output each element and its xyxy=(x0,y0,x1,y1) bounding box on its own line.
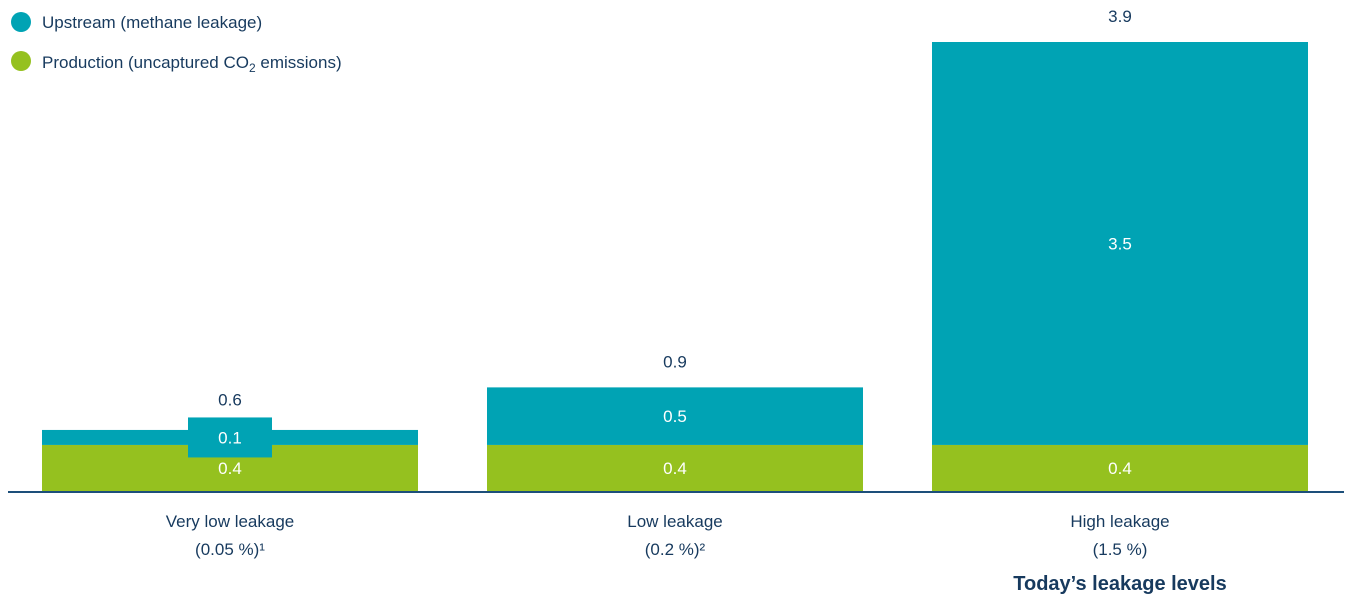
label-upstream-2: 3.5 xyxy=(1108,234,1132,253)
bars xyxy=(42,42,1308,491)
total-label-2: 3.9 xyxy=(1108,7,1132,26)
label-production-1: 0.4 xyxy=(663,459,687,478)
bar-upstream-2 xyxy=(932,42,1308,445)
label-production-2: 0.4 xyxy=(1108,459,1132,478)
total-label-1: 0.9 xyxy=(663,352,687,371)
labels: 0.4 0.1 0.6 Very low leakage (0.05 %)¹ 0.4 0.5… xyxy=(166,7,1170,559)
label-box-upstream-0 xyxy=(188,417,272,458)
legend-item-upstream: Upstream (methane leakage) xyxy=(11,12,262,32)
label-production-0: 0.4 xyxy=(218,459,242,478)
bar-upstream-1 xyxy=(487,387,863,445)
category-label-line1-2: High leakage xyxy=(1070,512,1169,531)
category-label-line1-0: Very low leakage xyxy=(166,512,295,531)
annotation-todays-leakage: Today’s leakage levels xyxy=(1013,573,1226,595)
legend-swatch-production xyxy=(11,51,31,71)
bar-production-1 xyxy=(487,444,863,491)
label-upstream-1: 0.5 xyxy=(663,407,687,426)
legend-item-production: Production (uncaptured CO2 emissions) xyxy=(11,51,342,75)
category-label-line2-2: (1.5 %) xyxy=(1093,540,1148,559)
category-label-line1-1: Low leakage xyxy=(627,512,722,531)
category-label-line2-1: (0.2 %)² xyxy=(645,540,706,559)
legend-label-upstream: Upstream (methane leakage) xyxy=(42,13,262,32)
legend-label-production: Production (uncaptured CO2 emissions) xyxy=(42,53,342,75)
label-upstream-0: 0.1 xyxy=(218,428,242,447)
total-label-0: 0.6 xyxy=(218,390,242,409)
legend-swatch-upstream xyxy=(11,12,31,32)
bar-production-2 xyxy=(932,444,1308,491)
category-label-line2-0: (0.05 %)¹ xyxy=(195,540,265,559)
legend: Upstream (methane leakage) Production (u… xyxy=(11,12,342,75)
